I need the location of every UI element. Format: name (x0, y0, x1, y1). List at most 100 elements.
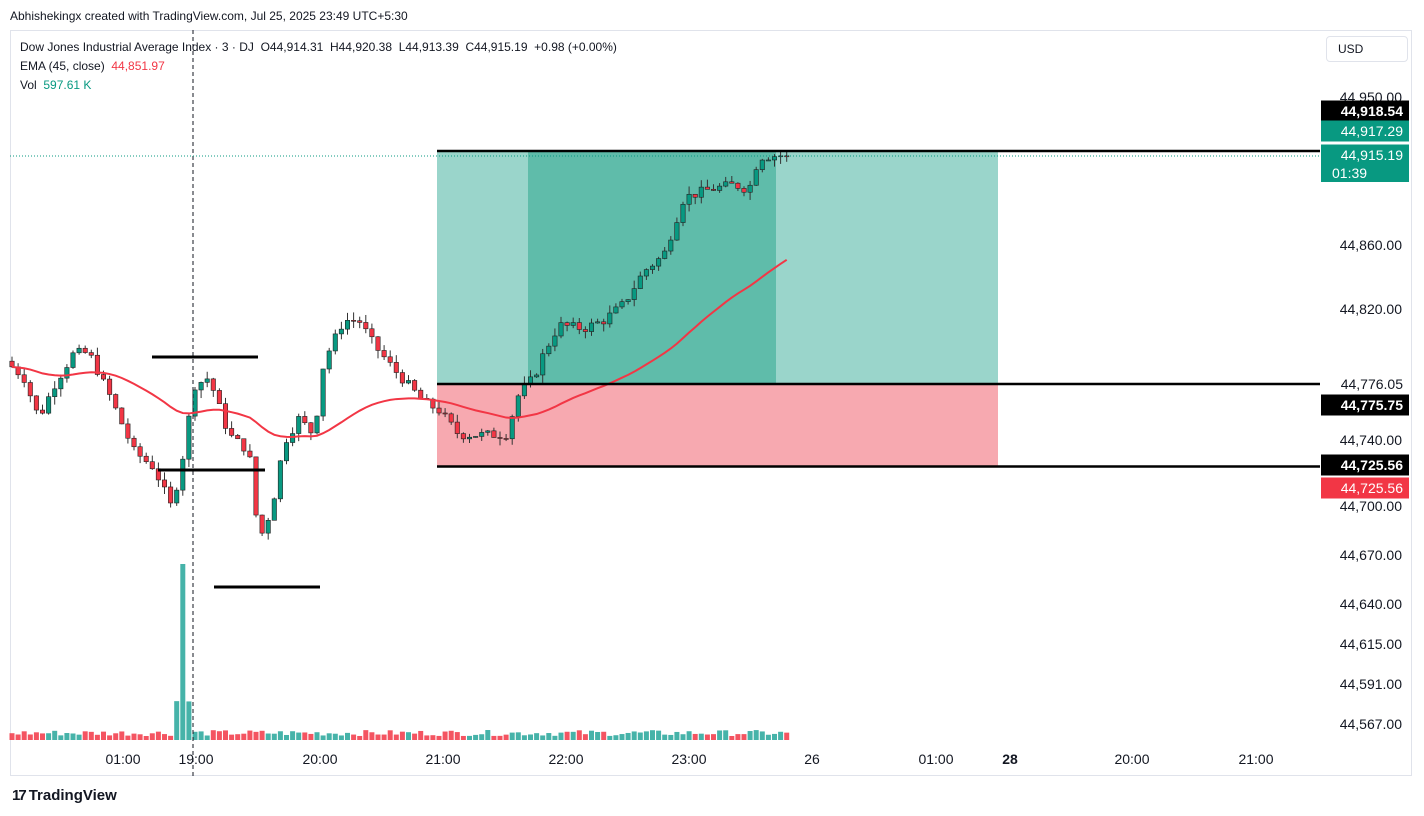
volume-bar (107, 735, 113, 740)
candle-body (119, 407, 125, 425)
volume-bar (473, 734, 479, 740)
volume-bar (308, 733, 314, 740)
legend-vol-row[interactable]: Vol 597.61 K (20, 76, 617, 95)
volume-bar (668, 734, 674, 740)
loss-zone (437, 384, 998, 467)
legend-vol-value: 597.61 K (43, 78, 92, 92)
candle-body (338, 328, 344, 335)
candle-body (46, 396, 52, 414)
volume-bar (320, 735, 326, 740)
volume-bar (698, 733, 704, 740)
volume-bar (674, 731, 680, 740)
volume-bar (9, 733, 15, 740)
volume-bar (210, 730, 216, 740)
candle-body (393, 362, 399, 373)
volume-bar (40, 733, 45, 740)
volume-bar (491, 735, 497, 740)
volume-bar (247, 730, 253, 740)
candle-body (76, 347, 82, 354)
candle-body (552, 335, 558, 347)
candle-body (405, 380, 411, 384)
currency-button[interactable]: USD (1326, 36, 1408, 62)
volume-bar (174, 701, 180, 740)
candle-body (70, 352, 76, 368)
volume-bar (607, 735, 613, 740)
volume-bar (564, 731, 570, 740)
candle-body (271, 498, 277, 521)
candle-body (625, 299, 631, 303)
volume-bar (15, 734, 21, 740)
volume-bars (9, 564, 790, 740)
time-axis-label: 01:00 (105, 751, 140, 767)
candle-body (88, 352, 94, 356)
candle-body (387, 356, 393, 363)
volume-bar (162, 734, 167, 740)
candle-body (515, 395, 521, 417)
candle-body (436, 407, 442, 414)
candle-body (521, 383, 527, 397)
volume-bar (216, 731, 222, 740)
candle-body (784, 155, 790, 158)
legend-low: L44,913.39 (398, 40, 459, 54)
volume-bar (631, 731, 637, 740)
candle-body (363, 322, 369, 330)
volume-bar (58, 735, 64, 740)
candle-body (637, 275, 643, 289)
volume-bar (692, 733, 698, 740)
candle-body (607, 312, 613, 325)
legend-ema-row[interactable]: EMA (45, close) 44,851.97 (20, 57, 617, 76)
price-badge-label: 44,725.56 (1341, 457, 1403, 473)
candle-body (771, 156, 777, 161)
footer-brand[interactable]: 17 TradingView (12, 787, 117, 804)
candle-body (137, 446, 143, 457)
candle-body (680, 203, 686, 223)
volume-bar (241, 733, 247, 740)
candle-body (479, 432, 485, 437)
price-badge (1321, 164, 1409, 182)
candle-body (778, 155, 784, 158)
candle-body (265, 520, 271, 534)
volume-bar (363, 730, 369, 740)
volume-bar (613, 735, 619, 740)
candle-body (9, 360, 15, 368)
candle-body (668, 239, 674, 252)
volume-bar (454, 732, 460, 740)
volume-bar (412, 733, 418, 740)
volume-bar (223, 730, 228, 740)
candle-body (33, 395, 39, 411)
volume-bar (125, 735, 131, 740)
candle-body (509, 416, 515, 440)
candle-body (94, 354, 100, 375)
price-axis-label: 44,700.00 (1340, 498, 1402, 514)
price-axis-label: 44,740.00 (1340, 432, 1402, 448)
legend-symbol[interactable]: Dow Jones Industrial Average Index · 3 ·… (20, 40, 254, 54)
candle-body (64, 367, 70, 379)
candle-body (308, 422, 314, 434)
volume-bar (338, 735, 344, 740)
candle-body (27, 382, 33, 397)
volume-bar (265, 733, 271, 740)
ema-line (11, 258, 788, 438)
legend-open: O44,914.31 (260, 40, 324, 54)
price-axis-label: 44,591.00 (1340, 676, 1402, 692)
candle-body (454, 421, 460, 434)
candle-body (564, 322, 570, 326)
candle-body (656, 258, 662, 267)
candle-body (717, 185, 723, 191)
volume-bar (198, 731, 204, 740)
legend-vol-label: Vol (20, 78, 37, 92)
candle-body (534, 374, 540, 378)
volume-bar (442, 731, 448, 740)
volume-bar (540, 735, 546, 740)
volume-bar (137, 734, 143, 740)
volume-bar (784, 732, 790, 740)
candle-body (302, 416, 308, 424)
candle-body (229, 428, 235, 436)
volume-bar (753, 730, 759, 740)
volume-bar (88, 731, 94, 740)
time-axis-label: 01:00 (918, 751, 953, 767)
candle-body (113, 394, 119, 409)
candle-body (375, 336, 381, 351)
candle-body (588, 322, 594, 332)
